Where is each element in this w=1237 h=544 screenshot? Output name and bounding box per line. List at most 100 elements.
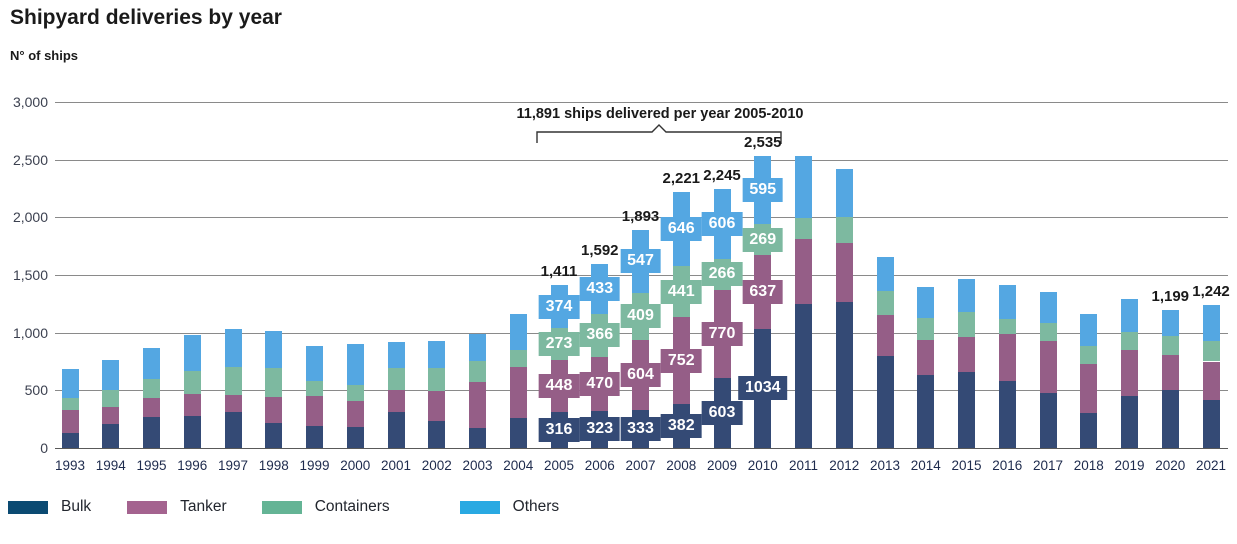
- bar-segment-others-1998: [265, 330, 283, 368]
- bar-segment-bulk-2015: [958, 372, 975, 448]
- x-tick-1997: 1997: [217, 458, 249, 473]
- bar-segment-tanker-2017: [1039, 341, 1057, 393]
- bar-segment-bulk-2016: [998, 381, 1016, 448]
- segment-label-containers-2006: 366: [579, 323, 621, 348]
- bar-segment-tanker-2021: [1202, 361, 1220, 400]
- x-tick-1998: 1998: [258, 458, 289, 473]
- x-tick-2001: 2001: [380, 458, 412, 473]
- x-tick-2015: 2015: [951, 458, 982, 473]
- bar-segment-bulk-1998: [265, 423, 283, 448]
- y-tick-0: 0: [40, 440, 48, 456]
- bar-segment-bulk-2019: [1121, 396, 1138, 448]
- bar-segment-others-1996: [183, 334, 201, 372]
- legend-item-tanker: Tanker: [127, 498, 227, 516]
- segment-label-tanker-2009: 770: [701, 322, 743, 347]
- legend-swatch-others: [459, 500, 500, 514]
- bar-segment-others-2004: [509, 314, 527, 350]
- x-tick-1995: 1995: [136, 458, 167, 473]
- bar-segment-others-2021: [1202, 304, 1220, 342]
- bar-segment-others-2001: [387, 341, 405, 369]
- bar-segment-others-2000: [346, 343, 364, 386]
- x-tick-2003: 2003: [462, 458, 493, 473]
- y-tick-3000: 3,000: [12, 94, 48, 110]
- total-label-2007: 1,893: [621, 207, 660, 225]
- y-tick-1000: 1,000: [12, 324, 48, 341]
- segment-label-tanker-2010: 637: [742, 280, 784, 304]
- bar-segment-tanker-2001: [387, 389, 405, 412]
- bar-segment-others-2019: [1121, 298, 1138, 332]
- bar-segment-containers-2003: [469, 360, 486, 382]
- segment-label-tanker-2008: 752: [660, 348, 702, 373]
- x-tick-2017: 2017: [1032, 458, 1064, 473]
- total-label-2021: 1,242: [1192, 282, 1230, 300]
- segment-label-others-2008: 646: [660, 217, 702, 242]
- x-tick-2007: 2007: [625, 458, 656, 473]
- bar-segment-containers-1999: [306, 381, 323, 397]
- bar-segment-bulk-2003: [469, 427, 486, 448]
- x-tick-2004: 2004: [503, 458, 534, 473]
- bar-segment-tanker-2002: [428, 390, 446, 422]
- x-tick-2008: 2008: [666, 458, 697, 473]
- bar-segment-tanker-1993: [61, 409, 79, 433]
- bar-segment-tanker-1997: [224, 394, 242, 413]
- bar-segment-containers-2002: [428, 367, 446, 391]
- bar-segment-tanker-2014: [917, 339, 935, 376]
- segment-label-bulk-2008: 382: [660, 413, 702, 438]
- legend-label-containers: Containers: [314, 498, 390, 515]
- segment-label-others-2005: 374: [538, 294, 580, 319]
- bar-segment-tanker-2004: [509, 367, 527, 418]
- segment-label-containers-2005: 273: [538, 332, 580, 357]
- x-tick-2006: 2006: [584, 458, 615, 473]
- bar-segment-others-2012: [835, 169, 853, 218]
- bar-segment-bulk-2020: [1161, 390, 1179, 448]
- bar-segment-bulk-2018: [1080, 412, 1098, 448]
- bar-segment-containers-2019: [1121, 331, 1138, 350]
- bar-segment-containers-2001: [387, 368, 405, 390]
- segment-label-bulk-2010: 1034: [737, 376, 788, 401]
- bar-segment-bulk-1999: [306, 425, 323, 448]
- bar-segment-containers-1996: [183, 371, 201, 395]
- bar-segment-others-2016: [998, 284, 1016, 319]
- x-tick-2011: 2011: [788, 458, 819, 473]
- segment-label-bulk-2005: 316: [538, 417, 580, 442]
- x-tick-2009: 2009: [706, 458, 738, 473]
- bar-segment-bulk-2002: [428, 421, 446, 448]
- bar-segment-containers-2012: [835, 217, 853, 243]
- x-tick-1993: 1993: [54, 458, 86, 473]
- bar-segment-bulk-1997: [224, 412, 242, 448]
- total-label-2006: 1,592: [580, 242, 619, 260]
- bar-segment-others-1997: [224, 329, 242, 367]
- segment-label-others-2006: 433: [579, 277, 621, 302]
- chart-title: Shipyard deliveries by year: [10, 6, 282, 29]
- bar-segment-bulk-1993: [61, 433, 79, 448]
- bar-segment-containers-2000: [346, 385, 364, 402]
- legend-item-containers: Containers: [261, 498, 390, 516]
- bar-segment-tanker-1995: [143, 398, 160, 417]
- x-tick-1996: 1996: [177, 458, 208, 473]
- bar-segment-tanker-2011: [795, 239, 812, 304]
- gridline-3000: [55, 102, 1228, 103]
- total-label-2008: 2,221: [662, 169, 701, 187]
- segment-label-tanker-2007: 604: [620, 362, 661, 387]
- y-tick-2500: 2,500: [12, 151, 48, 168]
- bar-segment-bulk-2012: [835, 301, 853, 448]
- bar-segment-tanker-2000: [346, 401, 364, 427]
- bar-segment-others-1993: [61, 368, 79, 398]
- legend-swatch-tanker: [127, 500, 168, 514]
- y-tick-2000: 2,000: [12, 209, 48, 226]
- bar-segment-containers-2015: [958, 311, 975, 337]
- bar-segment-containers-2004: [509, 349, 527, 368]
- bar-segment-containers-1997: [224, 366, 242, 395]
- bar-segment-tanker-2016: [998, 334, 1016, 382]
- segment-label-containers-2008: 441: [660, 279, 702, 304]
- x-tick-1994: 1994: [95, 458, 126, 473]
- x-tick-2000: 2000: [340, 458, 371, 473]
- x-tick-2016: 2016: [992, 458, 1023, 473]
- gridline-2500: [55, 159, 1228, 161]
- bar-segment-bulk-2001: [387, 411, 405, 448]
- x-tick-2012: 2012: [829, 458, 860, 473]
- annotation-text: 11,891 ships delivered per year 2005-201…: [516, 106, 804, 122]
- total-label-2009: 2,245: [703, 167, 741, 185]
- bar-segment-containers-2011: [795, 217, 812, 240]
